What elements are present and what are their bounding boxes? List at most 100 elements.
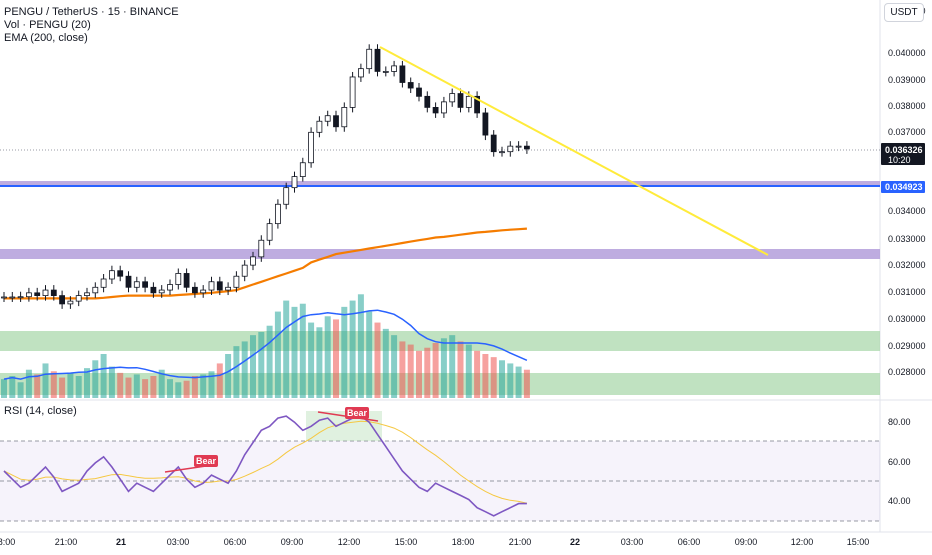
zone-green-upper	[0, 331, 880, 351]
volume-bar	[523, 369, 530, 398]
volume-bar	[67, 372, 74, 398]
volume-bar	[17, 382, 24, 398]
candle-up	[75, 295, 82, 302]
time-axis-label: 22	[570, 537, 580, 547]
volume-bar	[507, 363, 514, 398]
rsi-line	[3, 415, 527, 517]
volume-bar	[125, 377, 132, 398]
volume-bar	[482, 354, 489, 398]
bear-signal-text: Bear	[347, 408, 368, 418]
time-axis-label: 03:00	[621, 537, 644, 547]
volume-bar	[233, 346, 240, 398]
time-axis-label: 21:00	[55, 537, 78, 547]
volume-bar	[167, 379, 173, 398]
time-axis-label: 18:00	[0, 537, 15, 547]
time-axis-label: 06:00	[224, 537, 247, 547]
candle-up	[92, 286, 99, 294]
time-axis-label: 21:00	[509, 537, 532, 547]
candle-up	[357, 68, 364, 78]
candle-up	[291, 176, 298, 189]
candle-up	[515, 145, 522, 148]
volume-bar	[465, 344, 472, 398]
volume-bar	[42, 363, 49, 398]
time-axis-label: 18:00	[452, 537, 475, 547]
candle-up	[200, 289, 207, 294]
volume-bar	[191, 376, 198, 398]
volume-bar	[349, 300, 356, 398]
volume-bar	[158, 369, 165, 398]
bear-signal-tag	[345, 407, 369, 419]
rsi-axis-label: 60.00	[888, 457, 911, 467]
rsi-legend[interactable]: RSI (14, close)	[4, 405, 77, 417]
volume-bar	[208, 371, 215, 398]
volume-bar	[382, 328, 389, 398]
volume-legend[interactable]: Vol · PENGU (20)	[4, 19, 91, 31]
price-axis-label: 0.028000	[888, 367, 926, 377]
volume-bar	[241, 341, 248, 398]
candle-down	[150, 286, 157, 294]
candle-up	[391, 65, 398, 72]
candle-up	[366, 48, 373, 70]
level-price-value: 0.034923	[885, 182, 923, 192]
current-price-tag	[881, 143, 925, 165]
volume-bar	[407, 344, 414, 398]
candle-down	[416, 87, 422, 97]
candle-up	[440, 101, 447, 114]
candle-down	[524, 145, 530, 150]
ema-legend[interactable]: EMA (200, close)	[4, 32, 88, 44]
candle-down	[432, 107, 439, 114]
volume-bar	[59, 377, 66, 398]
symbol-legend[interactable]: PENGU / TetherUS · 15 · BINANCE	[4, 6, 179, 18]
candle-up	[274, 203, 281, 225]
currency-button[interactable]: USDT	[884, 3, 924, 22]
candle-up	[67, 300, 74, 305]
rsi-ma-line	[3, 420, 528, 504]
time-axis-label: 06:00	[678, 537, 701, 547]
volume-ma-line	[3, 309, 528, 380]
volume-bar	[299, 303, 306, 398]
volume-bar	[175, 382, 182, 398]
supply-zone-purple	[0, 249, 880, 259]
current-price-value: 0.036326	[885, 145, 923, 155]
volume-bar	[308, 322, 315, 398]
time-axis-label: 09:00	[281, 537, 304, 547]
candle-down	[142, 281, 149, 288]
volume-bar	[9, 376, 16, 398]
candle-down	[34, 292, 41, 296]
candle-up	[175, 273, 182, 285]
price-axis-label: 0.039000	[888, 75, 926, 85]
time-axis-label: 15:00	[395, 537, 418, 547]
time-axis-label: 12:00	[338, 537, 361, 547]
volume-bar	[133, 374, 140, 398]
time-axis-label: 15:00	[847, 537, 870, 547]
volume-bar	[150, 376, 157, 398]
volume-bar	[424, 347, 431, 398]
price-axis-label: 0.029000	[888, 341, 926, 351]
rsi-band-background	[0, 441, 880, 521]
candle-up	[382, 71, 389, 73]
candle-up	[258, 239, 265, 258]
volume-bar	[92, 360, 99, 398]
price-axis-label: 0.032000	[888, 260, 926, 270]
candle-down	[424, 95, 431, 108]
volume-bar	[283, 300, 290, 398]
price-axis-label: 0.040000	[888, 48, 926, 58]
volume-bar	[333, 319, 339, 398]
candle-up	[308, 131, 315, 164]
volume-bar	[457, 341, 464, 398]
price-axis-label: 0.030000	[888, 314, 926, 324]
bear-signal-text: Bear	[196, 456, 217, 466]
candle-up	[449, 93, 456, 103]
time-axis-label: 21	[116, 537, 126, 547]
candle-up	[316, 120, 323, 133]
candle-down	[333, 115, 339, 128]
volume-bar	[1, 379, 7, 398]
candle-down	[216, 281, 223, 291]
volume-bar	[391, 335, 398, 398]
candle-up	[266, 223, 273, 241]
candle-down	[125, 275, 132, 288]
candle-up	[233, 275, 240, 288]
volume-bar	[366, 311, 373, 398]
